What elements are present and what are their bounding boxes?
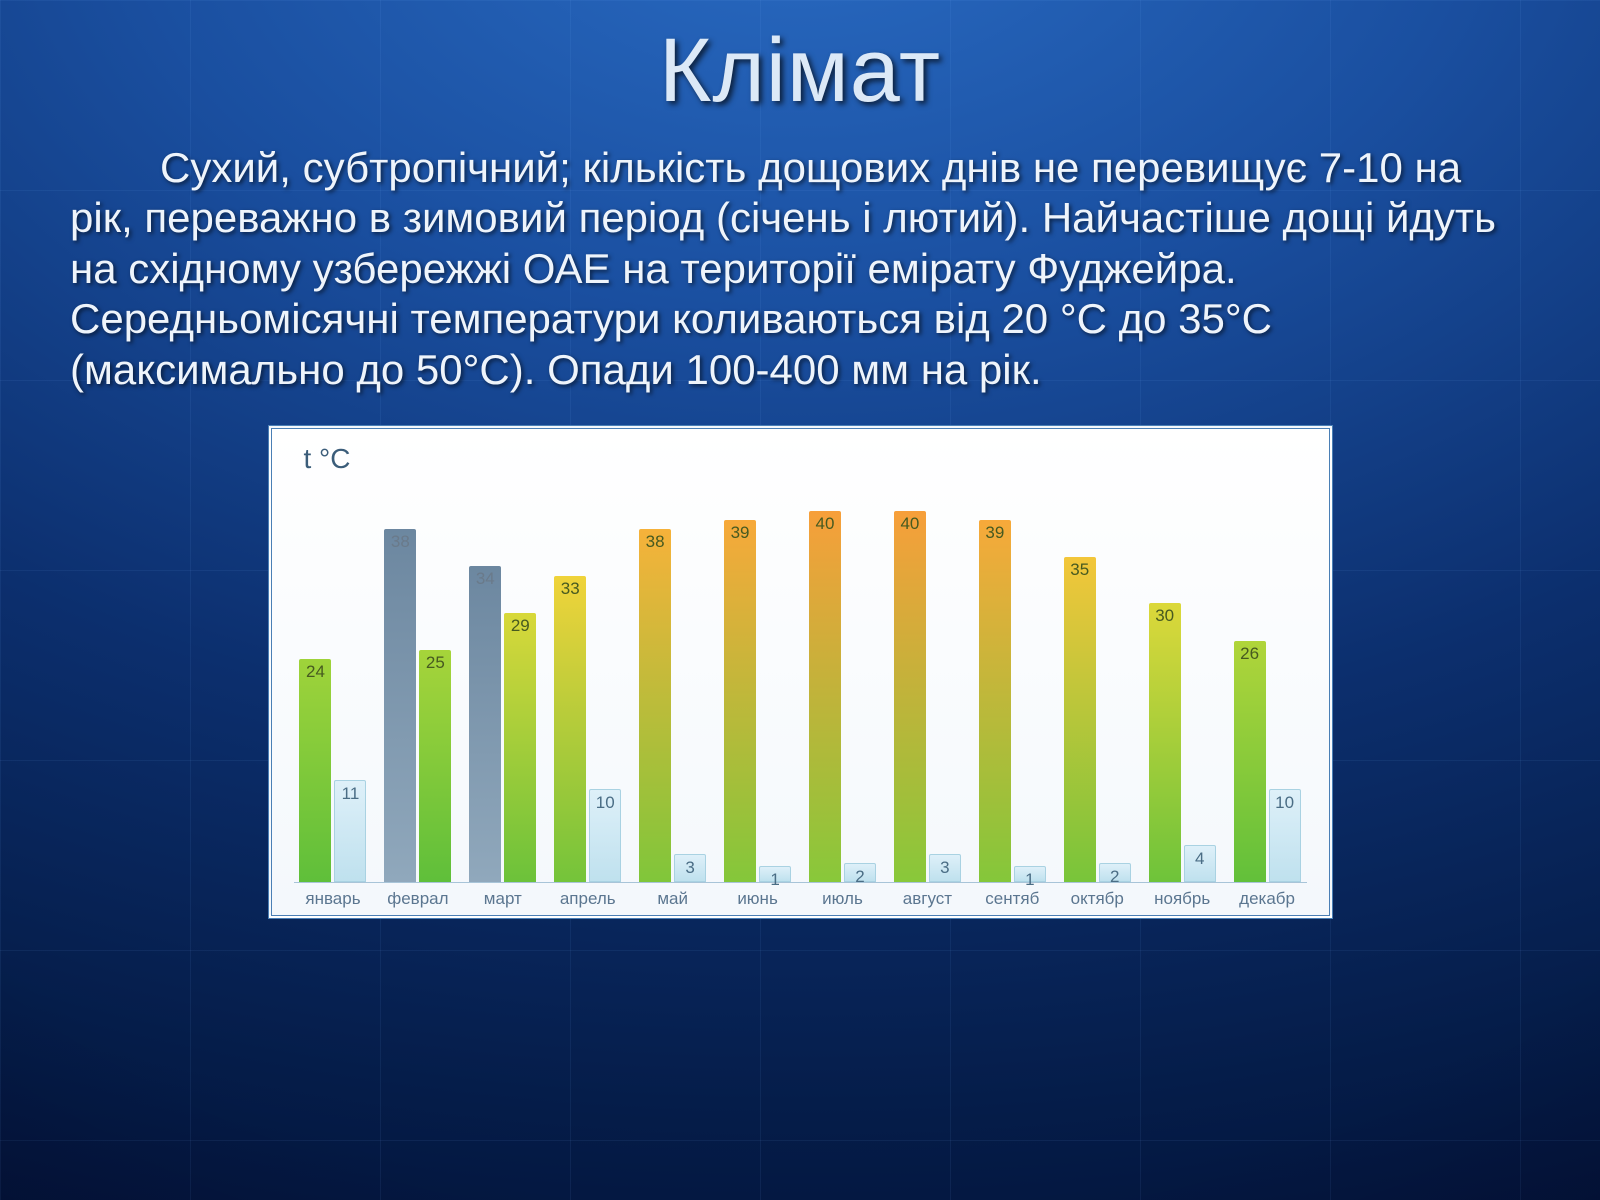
precipitation-bar: 10	[589, 789, 621, 882]
precipitation-bar-value: 3	[675, 858, 705, 878]
precipitation-bar-value: 10	[1270, 793, 1300, 813]
month-group: 40 3	[888, 493, 967, 882]
x-axis: январьфеврал март апрель майиюнь июль августс…	[294, 889, 1307, 909]
temperature-bar: 25	[419, 650, 451, 882]
chart-plot-area: 24 11 38 25 34 29 33 10 38 3 39 1 40 2 40 3 39 1 35 2 30 4 26 1…	[294, 443, 1307, 883]
temperature-bar-value: 35	[1064, 560, 1096, 580]
x-tick: октябр	[1058, 889, 1137, 909]
precipitation-bar: 3	[674, 854, 706, 882]
x-tick: феврал	[378, 889, 457, 909]
temperature-bar: 39	[724, 520, 756, 882]
x-tick: ноябрь	[1143, 889, 1222, 909]
x-tick: апрель	[548, 889, 627, 909]
temperature-bar: 40	[809, 511, 841, 882]
x-tick: сентяб	[973, 889, 1052, 909]
x-tick: май	[633, 889, 712, 909]
month-group: 24 11	[294, 493, 373, 882]
temperature-bar: 33	[554, 576, 586, 882]
temperature-bar-value: 39	[724, 523, 756, 543]
month-group: 33 10	[548, 493, 627, 882]
month-group: 38 25	[378, 493, 457, 882]
month-group: 34 29	[463, 493, 542, 882]
temperature-bar-value: 29	[504, 616, 536, 636]
temperature-bar: 29	[504, 613, 536, 882]
precipitation-bar-value: 4	[1185, 849, 1215, 869]
precipitation-bar: 1	[759, 866, 791, 882]
humidity-bar-value: 34	[469, 569, 501, 589]
precipitation-bar: 2	[844, 863, 876, 882]
temperature-bar-value: 26	[1234, 644, 1266, 664]
month-group: 40 2	[803, 493, 882, 882]
temperature-bar-value: 40	[894, 514, 926, 534]
temperature-bar-value: 38	[639, 532, 671, 552]
temperature-bar: 35	[1064, 557, 1096, 882]
precipitation-bar-value: 1	[760, 870, 790, 890]
humidity-bar: 34	[469, 566, 501, 882]
month-group: 39 1	[973, 493, 1052, 882]
precipitation-bar: 11	[334, 780, 366, 882]
temperature-bar-value: 30	[1149, 606, 1181, 626]
precipitation-bar: 1	[1014, 866, 1046, 882]
chart-card: t °C 24113825342933103833914024033913523…	[268, 425, 1333, 919]
x-tick: декабр	[1228, 889, 1307, 909]
temperature-bar-value: 25	[419, 653, 451, 673]
month-group: 30 4	[1143, 493, 1222, 882]
precipitation-bar: 10	[1269, 789, 1301, 882]
humidity-bar: 38	[384, 529, 416, 882]
precipitation-bar-value: 3	[930, 858, 960, 878]
precipitation-bar: 4	[1184, 845, 1216, 882]
slide-body-text: Сухий, субтропічний; кількість дощових д…	[70, 143, 1530, 395]
precipitation-bar-value: 10	[590, 793, 620, 813]
temperature-bar-value: 33	[554, 579, 586, 599]
precipitation-bar: 2	[1099, 863, 1131, 882]
x-tick: январь	[294, 889, 373, 909]
month-group: 35 2	[1058, 493, 1137, 882]
precipitation-bar-value: 2	[1100, 867, 1130, 887]
precipitation-bar-value: 1	[1015, 870, 1045, 890]
x-tick: июнь	[718, 889, 797, 909]
slide: Клімат Сухий, субтропічний; кількість до…	[0, 0, 1600, 1200]
temperature-bar-value: 24	[299, 662, 331, 682]
temperature-bar: 30	[1149, 603, 1181, 882]
x-tick: август	[888, 889, 967, 909]
month-group: 26 10	[1228, 493, 1307, 882]
temperature-bar: 39	[979, 520, 1011, 882]
month-group: 38 3	[633, 493, 712, 882]
temperature-bar: 24	[299, 659, 331, 882]
humidity-bar-value: 38	[384, 532, 416, 552]
x-tick: июль	[803, 889, 882, 909]
slide-title: Клімат	[60, 20, 1540, 123]
temperature-bar-value: 40	[809, 514, 841, 534]
precipitation-bar: 3	[929, 854, 961, 882]
x-tick: март	[463, 889, 542, 909]
temperature-bar: 40	[894, 511, 926, 882]
precipitation-bar-value: 11	[335, 784, 365, 804]
precipitation-bar-value: 2	[845, 867, 875, 887]
month-group: 39 1	[718, 493, 797, 882]
temperature-bar-value: 39	[979, 523, 1011, 543]
temperature-bar: 26	[1234, 641, 1266, 882]
temperature-bar: 38	[639, 529, 671, 882]
